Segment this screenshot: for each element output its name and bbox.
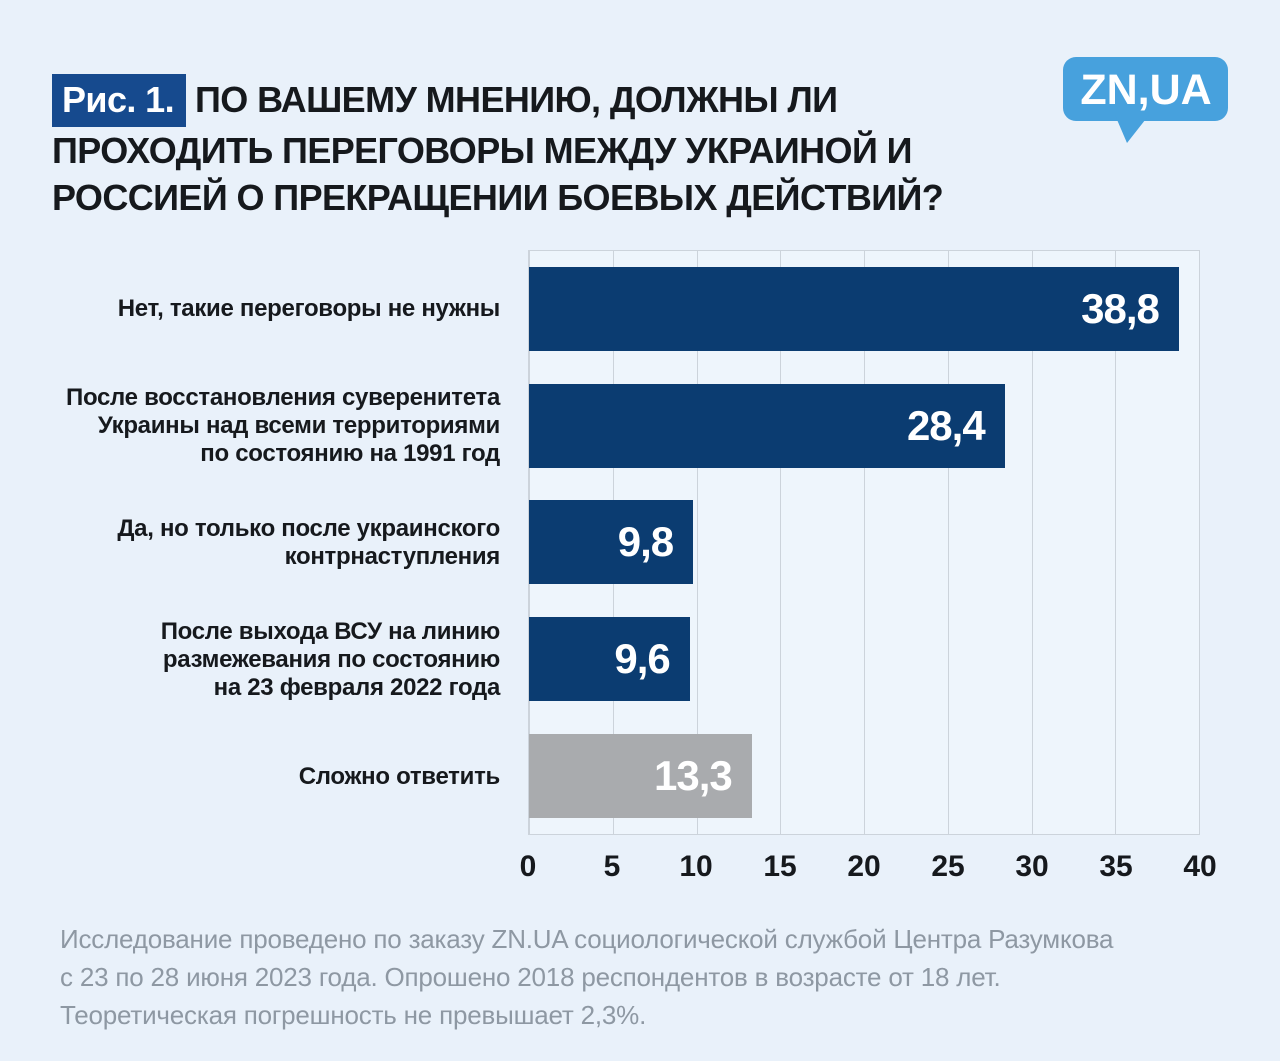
bar-value-label: 9,8 — [617, 518, 674, 566]
bar: 38,8 — [529, 267, 1179, 352]
bar-row: 9,8 — [529, 484, 1199, 601]
page-title: Рис. 1. ПО ВАШЕМУ МНЕНИЮ, ДОЛЖНЫ ЛИ ПРОХО… — [52, 74, 1062, 221]
category-labels: Нет, такие переговоры не нужны После восс… — [60, 250, 500, 835]
gridline — [1031, 251, 1033, 834]
plot-area: 38,8 28,4 9,8 9,6 13,3 — [528, 250, 1200, 835]
bar-value-label: 38,8 — [1081, 285, 1160, 333]
znua-logo-text: ZN,UA — [1080, 66, 1211, 114]
bar-value-label: 13,3 — [654, 751, 733, 799]
x-axis-tick-label: 25 — [931, 850, 965, 883]
figure-number-badge: Рис. 1. — [52, 74, 186, 128]
x-axis: 0 5 10 15 20 25 30 35 40 — [520, 850, 1217, 890]
x-axis-tick-label: 0 — [519, 850, 537, 883]
x-axis-tick-label: 40 — [1183, 850, 1217, 883]
category-label: После восстановления суверенитета Украин… — [66, 383, 500, 467]
gridline — [1199, 251, 1200, 834]
x-axis-tick-label: 20 — [847, 850, 881, 883]
category-label: Сложно ответить — [298, 762, 501, 790]
bar: 9,6 — [529, 617, 690, 702]
gridline — [1115, 251, 1117, 834]
bar-row: 13,3 — [529, 717, 1199, 834]
x-axis-tick-label: 15 — [763, 850, 797, 883]
gridline — [780, 251, 782, 834]
znua-logo-icon: ZN,UA — [1063, 57, 1228, 143]
bars: 38,8 28,4 9,8 9,6 13,3 — [529, 251, 1199, 834]
x-axis-tick-label: 5 — [603, 850, 621, 883]
bar-row: 9,6 — [529, 601, 1199, 718]
bar-value-label: 9,6 — [614, 635, 670, 683]
x-axis-tick-label: 10 — [679, 850, 713, 883]
x-axis-tick-label: 30 — [1015, 850, 1049, 883]
gridline — [864, 251, 865, 834]
bar-value-label: 28,4 — [906, 401, 986, 449]
bar: 13,3 — [529, 733, 752, 818]
znua-logo: ZN,UA — [1063, 57, 1228, 147]
x-axis-tick-label: 35 — [1099, 850, 1133, 883]
page-title-text: ПО ВАШЕМУ МНЕНИЮ, ДОЛЖНЫ ЛИ ПРОХОДИТЬ ПЕ… — [52, 79, 944, 219]
bar: 28,4 — [529, 383, 1005, 468]
bar: 9,8 — [529, 500, 694, 585]
footnote: Исследование проведено по заказу ZN.UA с… — [60, 924, 1114, 1030]
gridline — [696, 251, 698, 834]
gridline — [947, 251, 949, 834]
category-label: Нет, такие переговоры не нужны — [117, 294, 501, 322]
bar-row: 28,4 — [529, 368, 1199, 485]
bar-row: 38,8 — [529, 251, 1199, 368]
category-label: Да, но только после украинского контрнас… — [117, 514, 500, 570]
category-label: После выхода ВСУ на линию размежевания п… — [160, 617, 501, 701]
